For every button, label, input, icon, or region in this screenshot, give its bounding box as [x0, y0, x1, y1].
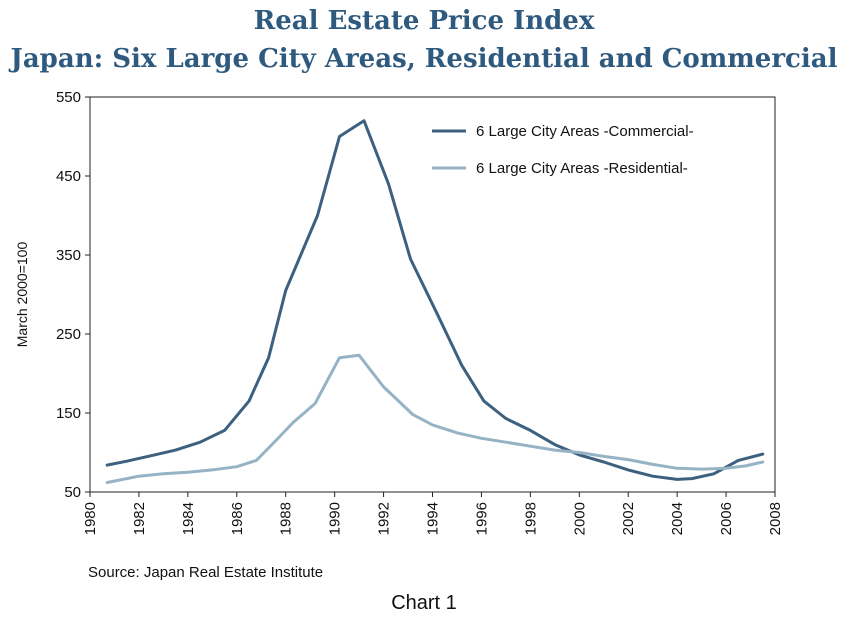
- x-tick-label: 1992: [376, 502, 393, 535]
- y-tick-label: 50: [64, 484, 81, 501]
- plot-frame: [89, 96, 776, 493]
- y-tick-label: 150: [56, 405, 81, 422]
- y-tick-label: 250: [56, 326, 81, 343]
- chart-series-group: [105, 119, 765, 484]
- x-tick-label: 1998: [522, 502, 539, 535]
- chart-title: Real Estate Price Index: [253, 6, 595, 36]
- chart-subtitle: Japan: Six Large City Areas, Residential…: [10, 44, 838, 74]
- y-axis-label: March 2000=100: [14, 242, 30, 348]
- commercial-series-line: [105, 119, 765, 481]
- chart-axes: 50 150 250 350 450 550 1980 1982 1984 1986 1988 199…: [56, 89, 784, 535]
- x-tick-label: 1994: [425, 502, 442, 535]
- x-tick-label: 2008: [767, 502, 784, 535]
- x-tick-label: 1986: [229, 502, 246, 535]
- x-tick-label: 2006: [718, 502, 735, 535]
- x-tick-label: 2000: [571, 502, 588, 535]
- x-tick-label: 1984: [180, 502, 197, 535]
- x-tick-label: 2002: [620, 502, 637, 535]
- chart-caption: Chart 1: [391, 592, 457, 614]
- x-tick-label: 1988: [278, 502, 295, 535]
- x-tick-label: 1982: [131, 502, 148, 535]
- x-tick-label: 2004: [669, 502, 686, 535]
- legend-entry: 6 Large City Areas -Residential-: [476, 160, 688, 177]
- chart-legend: 6 Large City Areas -Commercial- 6 Large C…: [432, 123, 694, 177]
- x-tick-label: 1990: [327, 502, 344, 535]
- source-note: Source: Japan Real Estate Institute: [88, 564, 324, 581]
- y-tick-label: 450: [56, 168, 81, 185]
- residential-series-line: [105, 353, 765, 484]
- legend-entry: 6 Large City Areas -Commercial-: [476, 123, 694, 140]
- y-tick-label: 350: [56, 247, 81, 264]
- x-tick-label: 1980: [82, 502, 99, 535]
- y-tick-label: 550: [56, 89, 81, 106]
- x-tick-label: 1996: [473, 502, 490, 535]
